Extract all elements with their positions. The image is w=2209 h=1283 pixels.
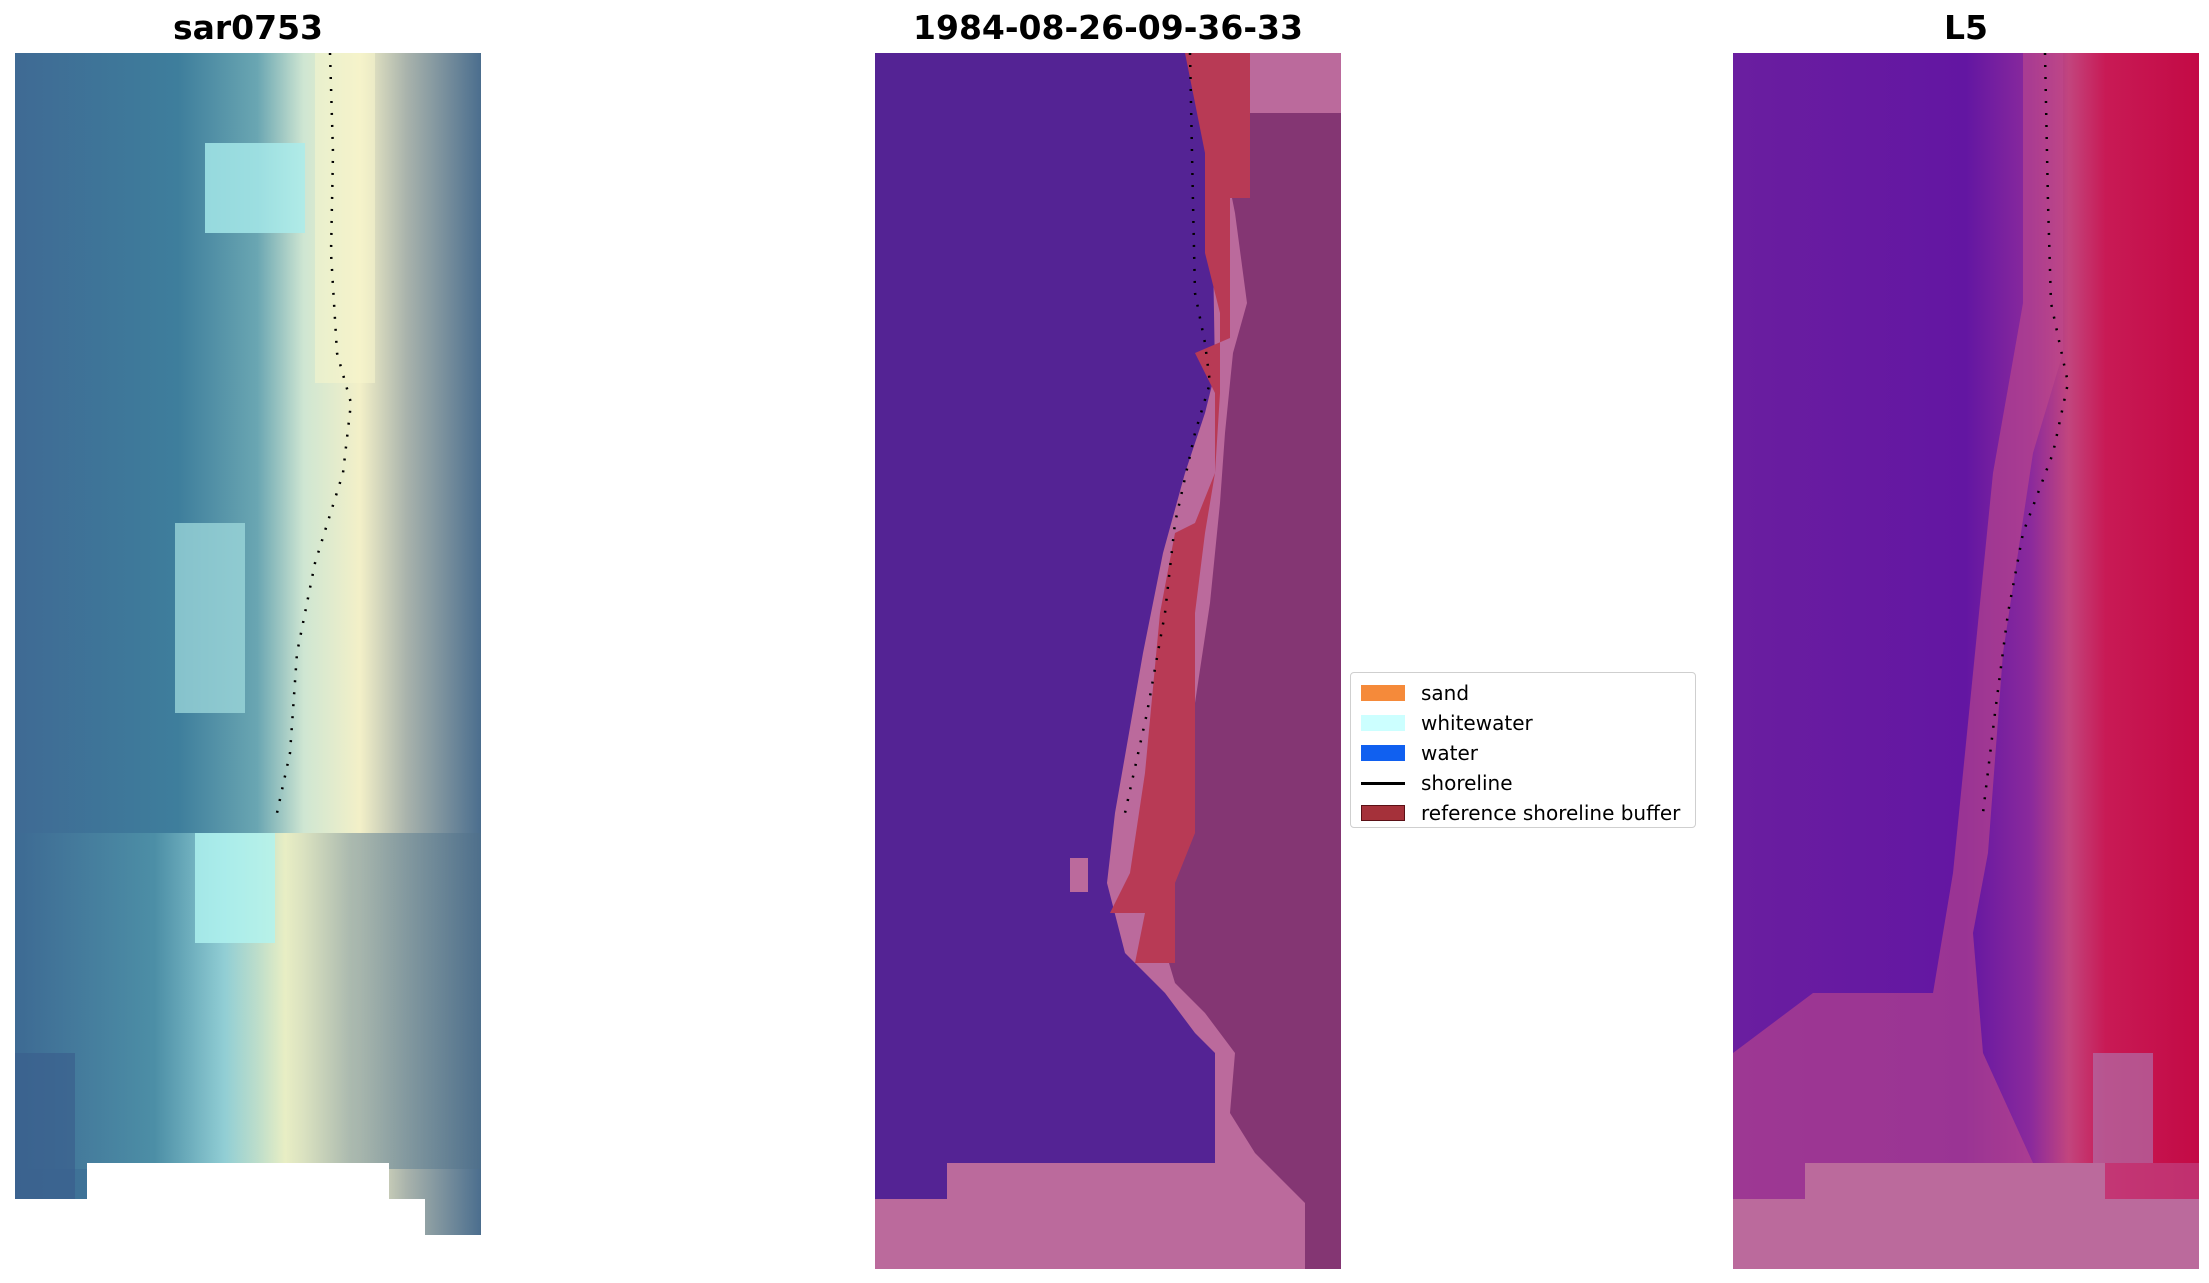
sand-swatch [1361,685,1405,701]
rgb-satellite-image [15,53,481,1269]
rgb-panel-title: sar0753 [172,8,324,47]
legend-label: sand [1421,681,1470,705]
legend: sand whitewater water shoreline referenc… [1350,672,1696,828]
legend-label: whitewater [1421,711,1533,735]
legend-label: shoreline [1421,771,1513,795]
water-swatch [1361,745,1405,761]
legend-item-shoreline: shoreline [1361,768,1685,798]
legend-label: water [1421,741,1478,765]
legend-item-sand: sand [1361,678,1685,708]
classification-image [875,53,1341,1269]
legend-label: reference shoreline buffer [1421,801,1681,825]
legend-item-whitewater: whitewater [1361,708,1685,738]
index-panel-title: L5 [1944,8,1988,47]
shoreline-trace [1981,53,2070,814]
shoreline-line-swatch [1361,781,1405,785]
legend-item-water: water [1361,738,1685,768]
whitewater-swatch [1361,715,1405,731]
legend-item-reference-buffer: reference shoreline buffer [1361,798,1685,828]
classification-panel-title: 1984-08-26-09-36-33 [913,8,1303,47]
index-image [1733,53,2199,1269]
buffer-swatch [1361,805,1405,821]
